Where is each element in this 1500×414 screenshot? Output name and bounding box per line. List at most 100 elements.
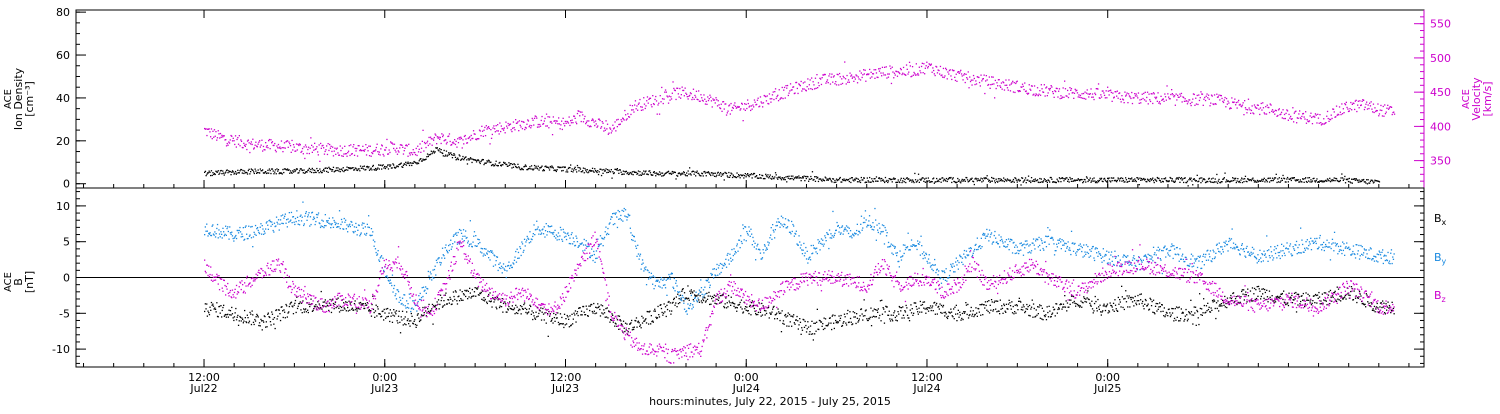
velocity-point <box>1267 105 1268 106</box>
b-point-bx <box>239 320 240 321</box>
b-point-bx <box>1230 295 1231 296</box>
density-point <box>533 169 534 170</box>
density-point <box>900 179 901 180</box>
b-point-bx <box>304 311 305 312</box>
b-point-bx <box>444 304 445 305</box>
velocity-point <box>1370 105 1371 106</box>
velocity-point <box>1013 91 1014 92</box>
velocity-point <box>419 149 420 150</box>
b-point-bx <box>240 317 241 318</box>
b-point-bx <box>526 309 527 310</box>
velocity-point <box>926 62 927 63</box>
density-point <box>716 175 717 176</box>
density-point <box>517 164 518 165</box>
density-point <box>378 164 379 165</box>
velocity-point <box>956 81 957 82</box>
velocity-point <box>1151 93 1152 94</box>
b-point-bx <box>294 305 295 306</box>
velocity-point <box>563 123 564 124</box>
velocity-point <box>395 151 396 152</box>
b-point-bx <box>893 315 894 316</box>
b-point-bx <box>680 295 681 296</box>
velocity-point <box>281 140 282 141</box>
velocity-point <box>1168 97 1169 98</box>
density-point <box>901 178 902 179</box>
density-point <box>287 168 288 169</box>
velocity-point <box>1338 114 1339 115</box>
velocity-point <box>364 149 365 150</box>
b-point-bx <box>384 309 385 310</box>
b-point-bx <box>414 321 415 322</box>
b-point-bx <box>588 316 589 317</box>
density-point <box>974 184 975 185</box>
b-point-bx <box>847 310 848 311</box>
velocity-point <box>1340 114 1341 115</box>
density-point <box>754 173 755 174</box>
velocity-point <box>502 128 503 129</box>
velocity-point <box>694 99 695 100</box>
velocity-point <box>341 155 342 156</box>
b-point-bx <box>1179 320 1180 321</box>
b-point-bx <box>1226 307 1227 308</box>
velocity-point <box>770 102 771 103</box>
b-point-bx <box>245 317 246 318</box>
velocity-point <box>520 126 521 127</box>
b-point-bx <box>1128 297 1129 298</box>
velocity-point <box>971 80 972 81</box>
b-point-bx <box>432 304 433 305</box>
velocity-point <box>1210 103 1211 104</box>
density-point <box>1267 181 1268 182</box>
b-point-bx <box>505 303 506 304</box>
velocity-point <box>755 102 756 103</box>
velocity-point <box>889 73 890 74</box>
velocity-point <box>938 70 939 71</box>
b-point-bx <box>653 310 654 311</box>
velocity-point <box>439 139 440 140</box>
b-point-bx <box>844 314 845 315</box>
b-point-bx <box>847 313 848 314</box>
density-point <box>639 175 640 176</box>
b-point-bx <box>706 293 707 294</box>
b-point-bx <box>1202 315 1203 316</box>
velocity-point <box>529 126 530 127</box>
b-point-bx <box>992 301 993 302</box>
density-point <box>1169 180 1170 181</box>
b-point-bx <box>1214 301 1215 302</box>
velocity-point <box>567 121 568 122</box>
b-point-bx <box>716 303 717 304</box>
b-point-bx <box>1077 304 1078 305</box>
b-point-bx <box>574 314 575 315</box>
b-point-bx <box>277 318 278 319</box>
velocity-point <box>1068 97 1069 98</box>
velocity-point <box>987 79 988 80</box>
b-point-bx <box>1185 309 1186 310</box>
b-point-bx <box>737 307 738 308</box>
velocity-point <box>1037 87 1038 88</box>
velocity-point <box>1079 97 1080 98</box>
b-point-bx <box>1013 313 1014 314</box>
b-point-bx <box>294 303 295 304</box>
b-point-bx <box>1005 312 1006 313</box>
velocity-point <box>436 143 437 144</box>
density-point <box>1143 178 1144 179</box>
b-point-bx <box>1265 299 1266 300</box>
b-point-bx <box>666 316 667 317</box>
b-point-bx <box>728 295 729 296</box>
b-point-bx <box>1058 307 1059 308</box>
b-point-bx <box>519 309 520 310</box>
density-point <box>864 178 865 179</box>
b-point-bx <box>546 323 547 324</box>
density-point <box>887 182 888 183</box>
density-point <box>419 160 420 161</box>
velocity-point <box>1215 104 1216 105</box>
velocity-point <box>1301 116 1302 117</box>
b-point-bx <box>1152 301 1153 302</box>
velocity-point <box>837 74 838 75</box>
density-point <box>374 169 375 170</box>
density-point <box>1266 180 1267 181</box>
velocity-point <box>763 102 764 103</box>
b-point-bx <box>1196 310 1197 311</box>
density-point <box>377 169 378 170</box>
b-point-bx <box>517 307 518 308</box>
velocity-point <box>888 77 889 78</box>
